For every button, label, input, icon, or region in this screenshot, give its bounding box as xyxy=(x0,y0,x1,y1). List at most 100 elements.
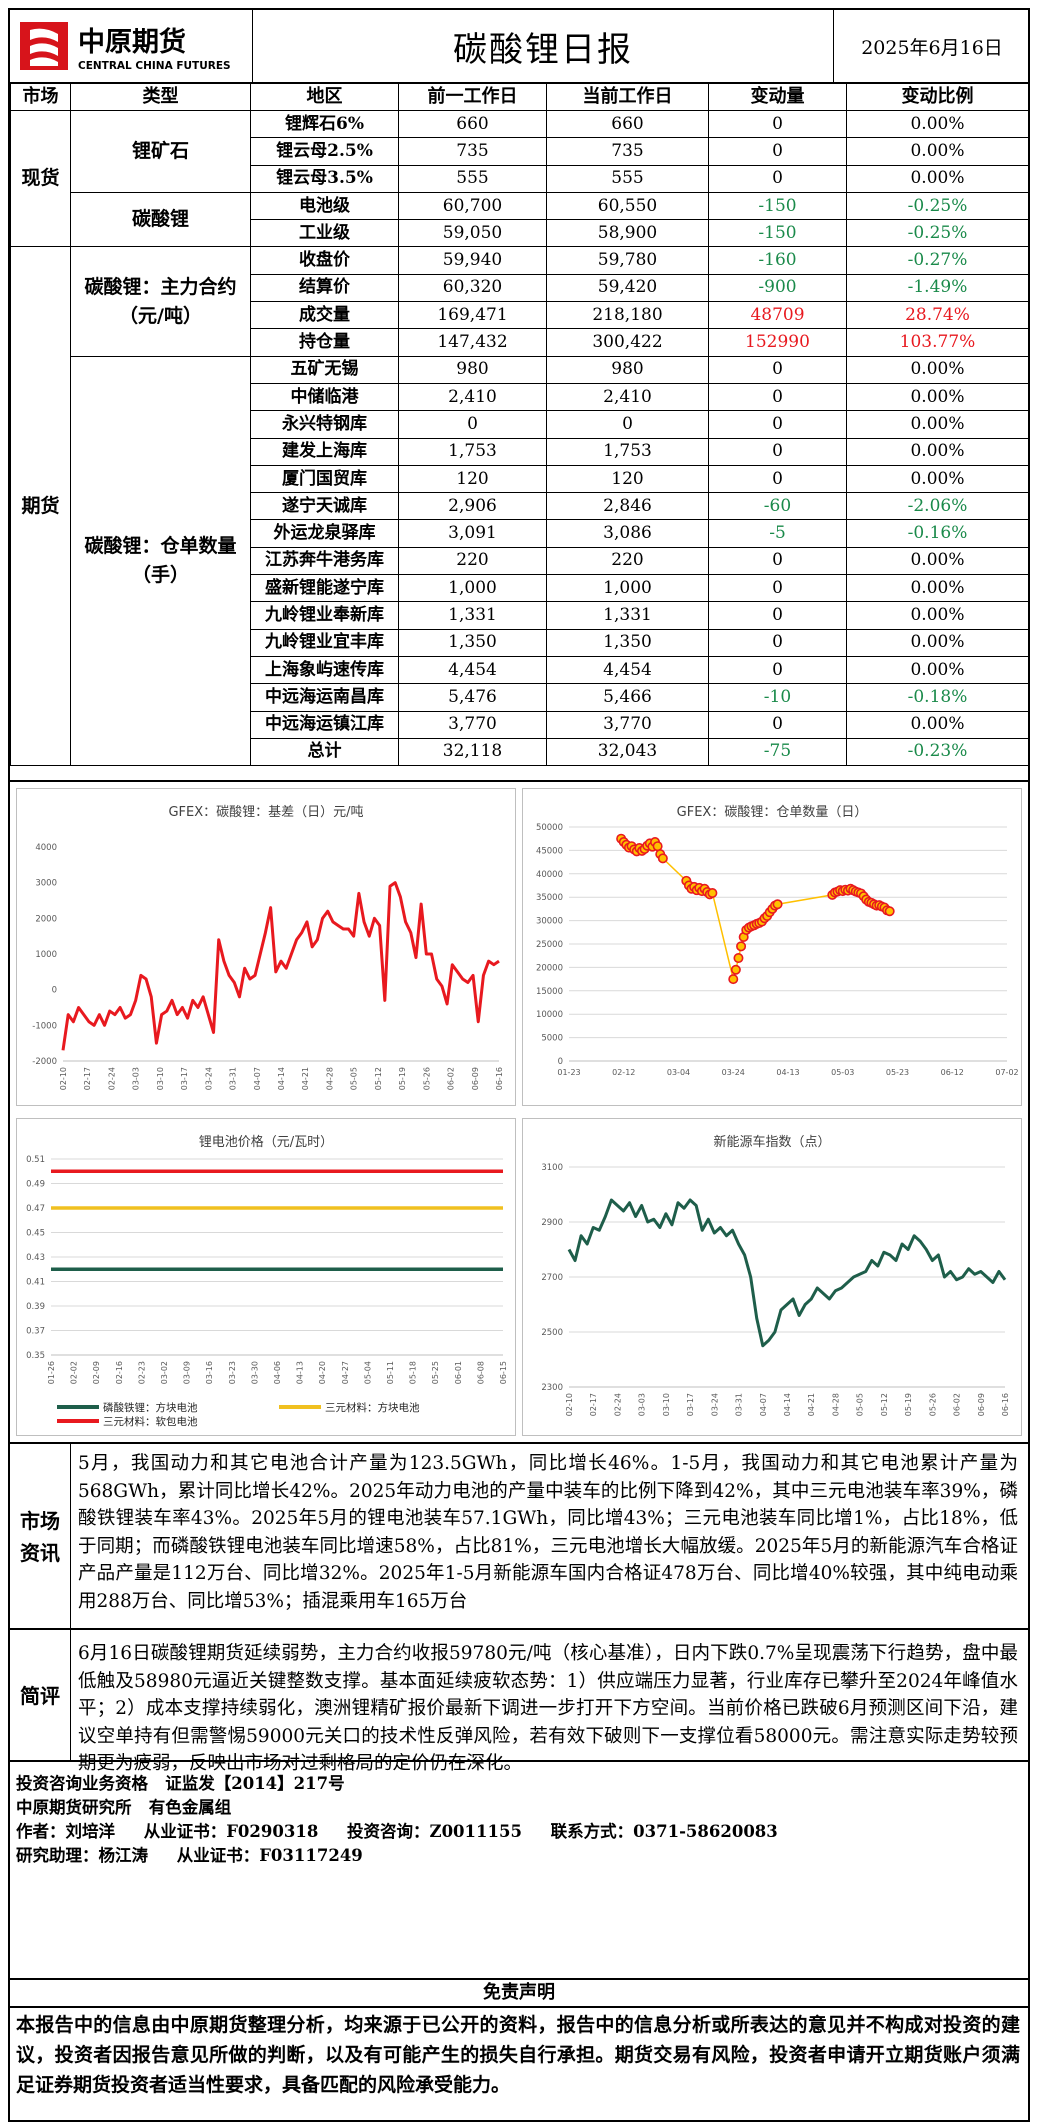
comment-section: 简评 6月16日碳酸锂期货延续弱势，主力合约收报59780元/吨（核心基准），日… xyxy=(10,1628,1028,1774)
table-row: 遂宁天诚库 2,906 2,846 -60 -2.06% xyxy=(11,492,1029,521)
table-row: 工业级 59,050 58,900 -150 -0.25% xyxy=(11,219,1029,248)
x-tick-label: 04-21 xyxy=(807,1393,816,1416)
change-cell: -75 xyxy=(708,737,847,767)
curr-value-cell: 5,466 xyxy=(546,683,709,712)
x-tick-label: 05-04 xyxy=(363,1361,372,1384)
spot-market-label: 现货 xyxy=(10,109,71,248)
warrant-point xyxy=(728,974,739,985)
prev-value-cell: 1,350 xyxy=(398,628,547,657)
region-cell: 厦门国贸库 xyxy=(250,464,399,494)
x-tick-label: 06-01 xyxy=(454,1361,463,1384)
x-tick-label: 04-14 xyxy=(277,1067,286,1090)
region-cell: 收盘价 xyxy=(250,246,399,275)
curr-value-cell: 32,043 xyxy=(546,737,709,767)
basis-chart: GFEX：碳酸锂：基差（日）元/吨 4000 3000 2000 1000 0 -1000… xyxy=(16,788,516,1106)
change-cell: 152990 xyxy=(708,328,847,357)
x-tick-label: 07-02 xyxy=(995,1068,1018,1077)
x-tick-label: 02-16 xyxy=(115,1361,124,1384)
x-tick-label: 04-07 xyxy=(253,1067,262,1090)
region-cell: 锂辉石6% xyxy=(250,109,399,139)
prev-value-cell: 169,471 xyxy=(398,301,547,330)
table-header-row: 市场 类型 地区 前一工作日 当前工作日 变动量 变动比例 xyxy=(10,82,1029,111)
col-header: 变动量 xyxy=(708,82,847,111)
x-tick-label: 06-16 xyxy=(1001,1393,1010,1416)
region-cell: 中储临港 xyxy=(250,382,399,412)
x-tick-label: 03-04 xyxy=(667,1068,690,1077)
col-header: 市场 xyxy=(10,82,71,111)
warrant-point xyxy=(730,964,741,975)
y-tick-label: 4000 xyxy=(35,843,57,853)
x-tick-label: 03-24 xyxy=(710,1393,719,1416)
change-cell: 0 xyxy=(708,355,847,384)
change-cell: 0 xyxy=(708,601,847,630)
x-tick-label: 05-23 xyxy=(886,1068,909,1077)
nev-index-chart: 新能源车指数（点） 3100 2900 2700 2500 2300 02-10 02-17… xyxy=(522,1118,1022,1436)
y-tick-label: 2500 xyxy=(541,1328,563,1338)
legend-label: 磷酸铁锂：方块电池 xyxy=(103,1401,198,1414)
curr-value-cell: 980 xyxy=(546,355,709,384)
change-cell: 0 xyxy=(708,655,847,685)
curr-value-cell: 58,900 xyxy=(546,219,709,248)
change-cell: -150 xyxy=(708,191,847,221)
x-tick-label: 05-11 xyxy=(386,1361,395,1384)
prev-value-cell: 4,454 xyxy=(398,655,547,685)
x-tick-label: 04-06 xyxy=(273,1361,282,1384)
y-tick-label: 35000 xyxy=(536,893,563,903)
region-cell: 中远海运南昌库 xyxy=(250,683,399,712)
x-tick-label: 02-02 xyxy=(70,1361,79,1384)
region-cell: 江苏奔牛港务库 xyxy=(250,546,399,576)
prev-value-cell: 2,906 xyxy=(398,492,547,521)
table-row: 总计 32,118 32,043 -75 -0.23% xyxy=(11,737,1029,767)
y-tick-label: -2000 xyxy=(32,1057,57,1067)
prev-value-cell: 3,091 xyxy=(398,519,547,548)
table-row: 中远海运南昌库 5,476 5,466 -10 -0.18% xyxy=(11,683,1029,712)
change-pct-cell: 0.00% xyxy=(846,464,1029,494)
col-header: 当前工作日 xyxy=(546,82,709,111)
region-cell: 工业级 xyxy=(250,219,399,248)
x-tick-label: 03-10 xyxy=(662,1393,671,1416)
change-cell: 0 xyxy=(708,437,847,466)
comment-label: 简评 xyxy=(10,1630,71,1762)
change-cell: 0 xyxy=(708,574,847,603)
prev-value-cell: 59,940 xyxy=(398,246,547,275)
battery-price-chart: 锂电池价格（元/瓦时） 0.51 0.49 0.47 0.45 0.43 0.41 0.39… xyxy=(16,1118,516,1436)
change-pct-cell: 0.00% xyxy=(846,164,1029,193)
change-pct-cell: 0.00% xyxy=(846,382,1029,412)
y-tick-label: 0.51 xyxy=(26,1155,45,1165)
svg-text:中原期货: 中原期货 xyxy=(78,26,186,58)
footer-dept: 中原期货研究所 有色金属组 xyxy=(16,1798,232,1817)
x-tick-label: 03-17 xyxy=(180,1067,189,1090)
change-pct-cell: 0.00% xyxy=(846,710,1029,739)
region-cell: 结算价 xyxy=(250,273,399,303)
x-tick-label: 05-26 xyxy=(928,1393,937,1416)
region-cell: 外运龙泉驿库 xyxy=(250,519,399,548)
change-pct-cell: 103.77% xyxy=(846,328,1029,357)
curr-value-cell: 660 xyxy=(546,109,709,139)
main-contract-label: 碳酸锂：主力合约（元/吨） xyxy=(70,246,251,357)
change-cell: -900 xyxy=(708,273,847,303)
x-tick-label: 06-09 xyxy=(471,1067,480,1090)
prev-value-cell: 0 xyxy=(398,410,547,439)
change-pct-cell: 28.74% xyxy=(846,301,1029,330)
y-tick-label: 3000 xyxy=(35,879,57,889)
chart-title: 新能源车指数（点） xyxy=(713,1135,831,1150)
curr-value-cell: 2,410 xyxy=(546,382,709,412)
x-tick-label: 03-24 xyxy=(204,1067,213,1090)
change-cell: 0 xyxy=(708,710,847,739)
region-cell: 持仓量 xyxy=(250,328,399,357)
x-tick-label: 04-21 xyxy=(301,1067,310,1090)
change-pct-cell: 0.00% xyxy=(846,628,1029,657)
change-pct-cell: 0.00% xyxy=(846,109,1029,139)
y-tick-label: 30000 xyxy=(536,917,563,927)
x-tick-label: 05-19 xyxy=(398,1067,407,1090)
change-cell: 48709 xyxy=(708,301,847,330)
table-row: 江苏奔牛港务库 220 220 0 0.00% xyxy=(11,546,1029,576)
x-tick-label: 05-26 xyxy=(422,1067,431,1090)
prev-value-cell: 2,410 xyxy=(398,382,547,412)
footer-section: 投资咨询业务资格 证监发【2014】217号 中原期货研究所 有色金属组 作者：… xyxy=(10,1760,1028,1872)
chart-title: 锂电池价格（元/瓦时） xyxy=(198,1135,334,1150)
prev-value-cell: 59,050 xyxy=(398,219,547,248)
table-row: 碳酸锂 电池级 60,700 60,550 -150 -0.25% xyxy=(11,191,1029,248)
y-tick-label: 15000 xyxy=(536,987,563,997)
x-tick-label: 04-13 xyxy=(776,1068,799,1077)
